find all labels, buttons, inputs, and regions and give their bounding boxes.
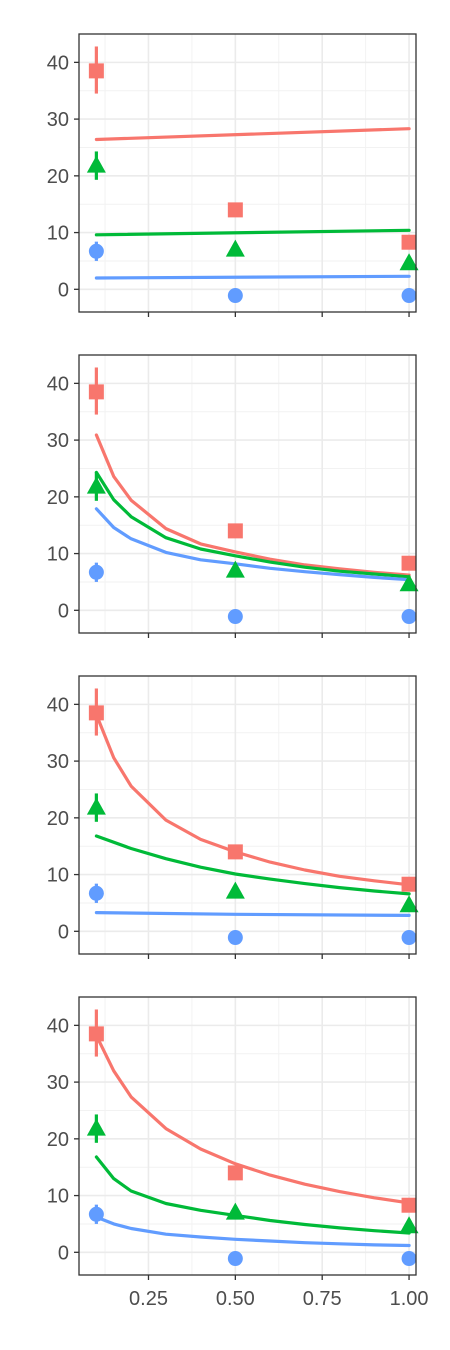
data-point-circle [88, 885, 104, 901]
data-point-circle [227, 930, 243, 946]
panel-border [78, 33, 417, 313]
y-tick-label: 40 [47, 373, 69, 395]
y-tick-label: 0 [58, 921, 69, 943]
y-tick-label: 10 [47, 865, 69, 887]
data-point-triangle [399, 1216, 419, 1234]
y-tick-label: 10 [47, 544, 69, 566]
x-tick-label: 1.00 [390, 1288, 429, 1310]
y-tick-label: 0 [58, 1242, 69, 1264]
data-point-circle [88, 243, 104, 259]
y-tick-label: 10 [47, 223, 69, 245]
fit-line [94, 470, 411, 579]
data-point-triangle [225, 881, 245, 899]
y-tick-label: 30 [47, 109, 69, 131]
y-tick-label: 40 [47, 52, 69, 74]
data-point-triangle [225, 239, 245, 257]
data-point-triangle [225, 560, 245, 578]
data-point-circle [227, 288, 243, 304]
data-point-circle [227, 609, 243, 625]
y-tick-label: 40 [47, 694, 69, 716]
fit-line [94, 433, 411, 577]
data-point-circle [401, 288, 417, 304]
data-point-triangle [399, 574, 419, 592]
data-point-square [401, 555, 417, 571]
data-point-triangle [86, 476, 106, 494]
data-point-triangle [225, 1202, 245, 1220]
data-point-triangle [399, 253, 419, 271]
data-point-square [401, 1197, 417, 1213]
y-tick-label: 0 [58, 279, 69, 301]
x-tick-label: 0.75 [303, 1288, 342, 1310]
panel-3: 0 10 20 30 40 [47, 675, 419, 959]
data-point-square [88, 63, 104, 79]
fit-line [94, 1034, 411, 1205]
y-tick-label: 30 [47, 751, 69, 773]
y-tick-label: 30 [47, 430, 69, 452]
data-point-circle [227, 1251, 243, 1267]
panel-background [79, 34, 416, 312]
y-tick-label: 20 [47, 487, 69, 509]
y-tick-label: 20 [47, 808, 69, 830]
fit-line [94, 274, 411, 280]
data-point-circle [401, 609, 417, 625]
y-tick-label: 40 [47, 1015, 69, 1037]
panel-border [78, 675, 417, 955]
panel-4: 0 10 20 30 40 0.25 0.50 0.75 1.00 [47, 996, 429, 1310]
data-point-square [401, 234, 417, 250]
data-point-square [227, 844, 243, 860]
data-point-square [227, 523, 243, 539]
panel-border [78, 354, 417, 634]
data-point-circle [401, 930, 417, 946]
fit-line [94, 1215, 411, 1248]
x-tick-label: 0.25 [129, 1288, 168, 1310]
y-tick-label: 20 [47, 166, 69, 188]
data-point-triangle [86, 797, 106, 815]
data-point-square [401, 876, 417, 892]
y-tick-label: 0 [58, 600, 69, 622]
data-point-triangle [86, 1118, 106, 1136]
panel-background [79, 676, 416, 954]
data-point-circle [88, 1206, 104, 1222]
x-tick-label: 0.50 [216, 1288, 255, 1310]
panel-border [78, 996, 417, 1276]
panel-background [79, 355, 416, 633]
fit-line [94, 911, 411, 917]
data-point-triangle [399, 895, 419, 913]
data-point-circle [401, 1251, 417, 1267]
data-point-square [227, 1165, 243, 1181]
panel-1: 0 10 20 30 40 [47, 33, 419, 317]
y-tick-label: 30 [47, 1072, 69, 1094]
data-point-square [88, 1026, 104, 1042]
y-tick-label: 10 [47, 1186, 69, 1208]
fit-line [94, 127, 411, 142]
y-tick-label: 20 [47, 1129, 69, 1151]
data-point-triangle [86, 155, 106, 173]
data-point-square [88, 705, 104, 721]
data-point-square [88, 384, 104, 400]
panel-2: 0 10 20 30 40 [47, 354, 419, 638]
data-point-circle [88, 564, 104, 580]
data-point-square [227, 202, 243, 218]
fit-line [94, 228, 411, 237]
fit-line [94, 834, 411, 896]
